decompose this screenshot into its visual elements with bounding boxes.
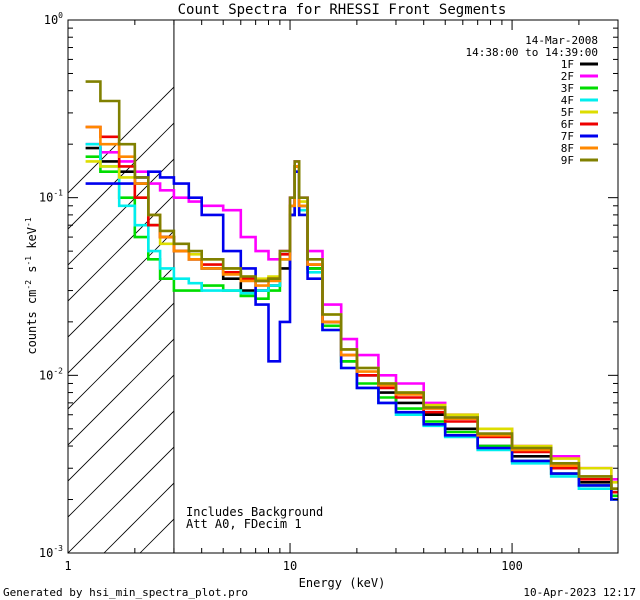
legend-label-3F: 3F [561,82,574,95]
y-tick-label: 10-2 [39,366,63,382]
series-group [85,80,618,501]
hatch-line [68,302,174,410]
y-tick-label: 10-3 [39,544,63,560]
legend-label-6F: 6F [561,118,574,131]
y-tick-label: 100 [44,11,63,27]
hatch-line [68,230,174,338]
y-tick-label: 10-1 [39,189,63,205]
series-line-5F [85,160,618,484]
axis-ticks: 1 10 100 10-3 10-2 10-1 100 [39,11,619,573]
hatch-line [68,122,174,230]
chart-title: Count Spectra for RHESSI Front Segments [178,2,507,18]
series-line-1F [85,146,618,494]
date-label: 14-Mar-2008 [525,34,598,47]
legend-label-1F: 1F [561,58,574,71]
legend-label-8F: 8F [561,142,574,155]
hatch-line [68,266,174,374]
y-axis-label: counts cm-2 s-1 keV-1 [24,217,39,354]
excluded-region-hatch [68,20,640,553]
plot-frame [67,19,619,554]
hatch-line [68,86,174,194]
hatch-line [68,338,174,446]
hatch-line [68,446,174,553]
x-axis-label: Energy (keV) [299,576,386,590]
hatch-line [68,374,174,482]
hatch-line [392,20,640,553]
legend-label-2F: 2F [561,70,574,83]
annotation-background: Includes Background [186,505,323,519]
hatch-line [68,410,174,518]
legend-label-4F: 4F [561,94,574,107]
legend-label-7F: 7F [561,130,574,143]
hatch-line [428,20,640,553]
x-tick-label: 1 [64,559,71,573]
hatch-line [608,20,640,553]
series-line-7F [85,170,618,501]
series-line-6F [85,125,618,494]
time-range-label: 14:38:00 to 14:39:00 [466,46,598,59]
x-tick-label: 10 [283,559,297,573]
annotation-attenuator: Att A0, FDecim 1 [186,517,302,531]
x-tick-label: 100 [501,559,523,573]
footer-generated-by: Generated by hsi_min_spectra_plot.pro [3,586,248,599]
legend-label-5F: 5F [561,106,574,119]
footer-timestamp: 10-Apr-2023 12:17 [523,586,636,599]
legend-label-9F: 9F [561,154,574,167]
series-line-8F [85,125,618,490]
hatch-line [68,194,174,302]
series-line-9F [85,80,618,490]
